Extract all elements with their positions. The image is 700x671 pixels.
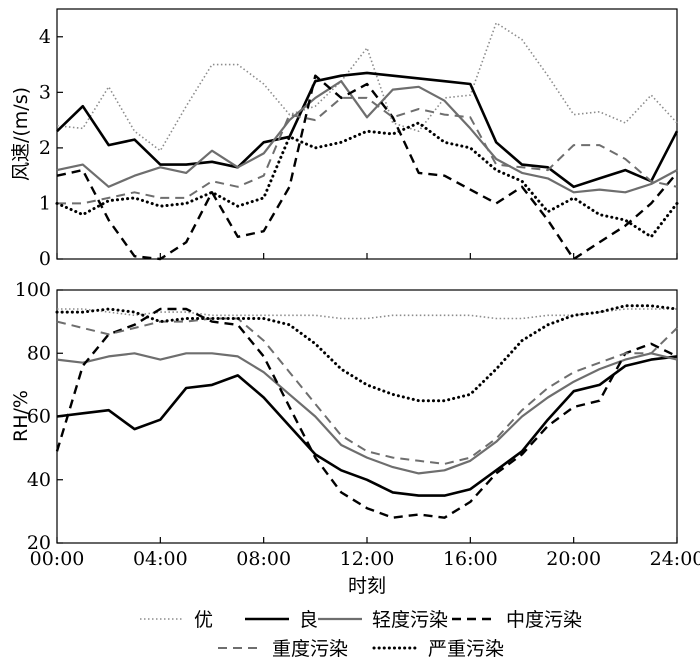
x-tick-label: 16:00 <box>443 548 498 570</box>
y-tick-label: 20 <box>27 532 51 554</box>
legend-label: 良 <box>299 609 318 631</box>
series-line-wind-4 <box>56 74 678 261</box>
legend-label: 优 <box>194 609 213 631</box>
series-line-rh-3 <box>56 352 678 475</box>
y-tick-label: 80 <box>27 342 51 364</box>
top-plot-frame <box>56 8 678 260</box>
y-tick-label: 1 <box>39 192 51 214</box>
bottom-panel: RH/% 20 40 60 80 100 00:00 04:00 08:00 12:00 16:… <box>10 279 700 597</box>
x-tick-label: 20:00 <box>546 548 601 570</box>
y-tick-label: 100 <box>15 279 51 301</box>
series-line-wind-5 <box>57 96 678 205</box>
y-tick-label: 3 <box>39 81 51 103</box>
series-line-wind-6 <box>55 121 679 239</box>
y-tick-label: 4 <box>39 26 51 48</box>
top-panel: 风速/(m/s) 0 1 2 3 4 <box>10 8 679 270</box>
x-tick-label: 12:00 <box>340 548 395 570</box>
series-line-rh-4 <box>55 307 678 519</box>
top-series-lines <box>55 22 679 261</box>
bottom-y-axis-label: RH/% <box>10 390 32 442</box>
x-tick-label: 04:00 <box>133 548 188 570</box>
x-tick-label: 24:00 <box>650 548 700 570</box>
bottom-x-ticks: 00:00 04:00 08:00 12:00 16:00 20:00 24:00 <box>30 537 700 570</box>
top-y-axis-label: 风速/(m/s) <box>10 87 32 181</box>
top-y-ticks: 0 1 2 3 4 <box>39 26 63 270</box>
bottom-y-ticks: 20 40 60 80 100 <box>15 279 63 554</box>
y-tick-label: 60 <box>27 406 51 428</box>
legend-label: 重度污染 <box>272 638 348 660</box>
series-line-rh-5 <box>56 317 678 465</box>
x-tick-label: 08:00 <box>236 548 291 570</box>
series-line-wind-2 <box>56 71 679 189</box>
series-line-rh-1 <box>57 308 677 320</box>
x-tick-label: 00:00 <box>30 548 85 570</box>
legend-label: 轻度污染 <box>372 609 448 631</box>
series-line-wind-1 <box>56 22 678 152</box>
y-tick-label: 40 <box>27 469 51 491</box>
series-line-rh-2 <box>56 355 678 497</box>
bottom-plot-frame <box>56 289 678 544</box>
x-axis-label: 时刻 <box>348 575 386 597</box>
y-tick-label: 0 <box>39 248 51 270</box>
y-tick-label: 2 <box>39 137 51 159</box>
legend-label: 中度污染 <box>506 609 582 631</box>
series-line-wind-3 <box>56 80 678 194</box>
bottom-series-lines <box>55 304 679 519</box>
series-line-rh-6 <box>55 304 679 403</box>
legend-label: 严重污染 <box>428 638 504 660</box>
